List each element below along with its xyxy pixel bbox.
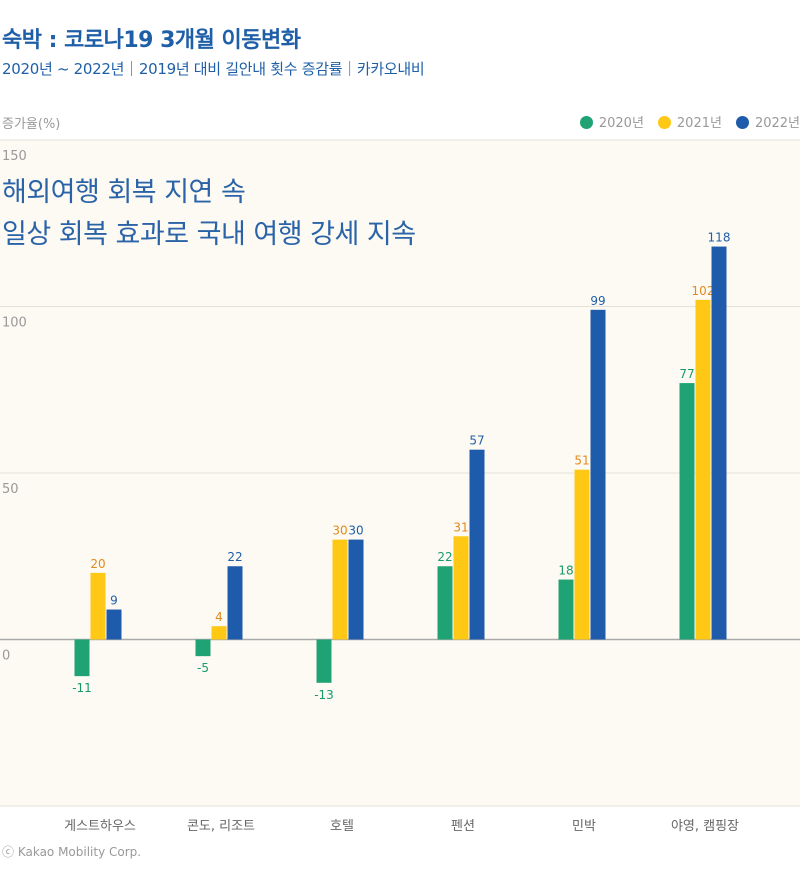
y-axis-label: 증가율(%) [2, 117, 61, 132]
data-label: 18 [558, 564, 573, 578]
data-label: -5 [197, 661, 209, 675]
bar [90, 572, 106, 640]
y-tick-label: 150 [2, 149, 27, 164]
bar [106, 609, 122, 640]
x-tick-label: 야영, 캠핑장 [671, 819, 739, 834]
bar [695, 299, 711, 640]
annotation-line-1: 해외여행 회복 지연 속 [2, 177, 246, 208]
data-label: 30 [332, 524, 347, 538]
y-tick-label: 100 [2, 316, 27, 331]
legend-item: 2021년 [657, 112, 722, 131]
bar [558, 579, 574, 640]
legend-dot-icon [657, 116, 671, 129]
legend-label: 2020년 [598, 116, 644, 131]
x-tick-label: 펜션 [451, 819, 475, 834]
data-label: 31 [453, 520, 468, 534]
bar [711, 246, 727, 640]
data-label: -13 [314, 688, 334, 702]
legend-item: 2020년 [579, 112, 644, 131]
legend-item: 2022년 [735, 112, 800, 131]
x-tick-label: 호텔 [330, 819, 354, 834]
bar [437, 566, 453, 640]
legend-label: 2021년 [676, 116, 722, 131]
bar [332, 539, 348, 640]
annotation-line-2: 일상 회복 효과로 국내 여행 강세 지속 [2, 219, 416, 250]
data-label: 57 [469, 434, 484, 448]
data-label: 99 [590, 294, 605, 308]
chart-title: 숙박 : 코로나19 3개월 이동변화 [2, 28, 301, 53]
bar [679, 383, 695, 640]
bar [74, 639, 90, 677]
bar [348, 539, 364, 640]
x-tick-label: 민박 [572, 819, 596, 834]
legend-dot-icon [579, 116, 593, 129]
y-tick-label: 50 [2, 482, 19, 497]
chart-subtitle: 2020년 ~ 2022년｜2019년 대비 길안내 횟수 증감률｜카카오내비 [2, 60, 425, 78]
legend-dot-icon [735, 116, 749, 129]
x-tick-label: 게스트하우스 [64, 819, 136, 834]
data-label: 30 [348, 524, 363, 538]
legend: 2020년 2021년 2022년 [579, 112, 800, 131]
bar [453, 536, 469, 640]
bar [590, 309, 606, 640]
bar [211, 626, 227, 640]
data-label: 22 [227, 550, 242, 564]
data-label: 4 [215, 610, 223, 624]
data-label: 51 [574, 454, 589, 468]
data-label: 118 [708, 231, 731, 245]
bar [574, 469, 590, 640]
y-tick-label: 0 [2, 649, 10, 664]
x-tick-label: 콘도, 리조트 [187, 819, 255, 834]
data-label: -11 [72, 681, 92, 695]
bar [227, 566, 243, 640]
bar [195, 639, 211, 657]
bar [316, 639, 332, 683]
bar [469, 449, 485, 640]
legend-label: 2022년 [754, 116, 800, 131]
annotation: 해외여행 회복 지연 속 일상 회복 효과로 국내 여행 강세 지속 [2, 172, 416, 256]
data-label: 20 [90, 557, 105, 571]
data-label: 77 [679, 367, 694, 381]
data-label: 22 [437, 550, 452, 564]
data-label: 102 [692, 284, 715, 298]
copyright: ⓒ Kakao Mobility Corp. [2, 845, 142, 859]
data-label: 9 [110, 594, 118, 608]
